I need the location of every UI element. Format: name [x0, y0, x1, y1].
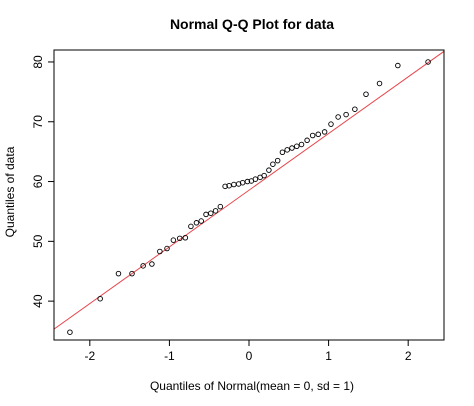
chart-title: Normal Q-Q Plot for data: [170, 16, 334, 32]
data-point: [352, 106, 358, 112]
data-point: [376, 80, 383, 87]
data-point: [149, 261, 155, 267]
data-point: [315, 131, 321, 138]
data-point: [298, 141, 305, 148]
x-tick-label: -2: [84, 349, 95, 363]
data-point: [363, 91, 369, 97]
data-point: [294, 143, 300, 150]
x-axis-label: Quantiles of Normal(mean = 0, sd = 1): [150, 379, 354, 393]
y-tick-label: 70: [31, 115, 45, 129]
data-point: [321, 129, 328, 135]
y-tick-label: 40: [31, 294, 45, 308]
data-point: [129, 270, 135, 277]
data-point: [193, 220, 200, 226]
x-tick-label: -1: [164, 349, 175, 363]
data-point: [182, 235, 189, 241]
data-point: [343, 111, 349, 118]
data-point: [157, 248, 163, 255]
data-point: [198, 218, 204, 224]
data-point: [140, 263, 146, 269]
data-point: [279, 149, 286, 155]
y-tick-label: 50: [31, 234, 45, 248]
data-point: [289, 145, 295, 151]
x-tick-label: 0: [246, 349, 253, 363]
x-tick-label: 1: [325, 349, 332, 363]
data-point: [222, 183, 228, 190]
data-point: [217, 203, 224, 210]
y-tick-label: 60: [31, 175, 45, 189]
data-point: [395, 62, 401, 69]
data-point: [115, 270, 122, 277]
data-point: [274, 157, 281, 164]
data-point: [212, 208, 219, 214]
data-point: [203, 211, 209, 218]
data-point: [244, 178, 251, 185]
data-point: [170, 237, 177, 243]
y-axis-label: Quantiles of data: [3, 146, 17, 237]
data-point: [164, 245, 170, 252]
y-tick-label: 80: [31, 55, 45, 69]
data-point: [270, 161, 276, 167]
data-point: [304, 137, 310, 144]
plot-area: -2 -1 0 1 2 40 50 60 70 80: [31, 49, 445, 363]
data-point: [328, 121, 334, 127]
data-point: [97, 295, 103, 302]
data-point: [261, 172, 267, 179]
data-point: [67, 329, 73, 335]
data-point: [177, 235, 183, 242]
data-point: [188, 223, 194, 230]
data-point: [208, 210, 214, 216]
data-point: [309, 132, 316, 139]
data-point: [284, 147, 290, 153]
data-point: [266, 167, 272, 173]
data-point: [252, 176, 259, 182]
reference-line: [54, 50, 444, 330]
data-point: [335, 114, 341, 120]
data-point: [425, 59, 431, 65]
data-point: [231, 181, 237, 188]
x-tick-label: 2: [405, 349, 412, 363]
